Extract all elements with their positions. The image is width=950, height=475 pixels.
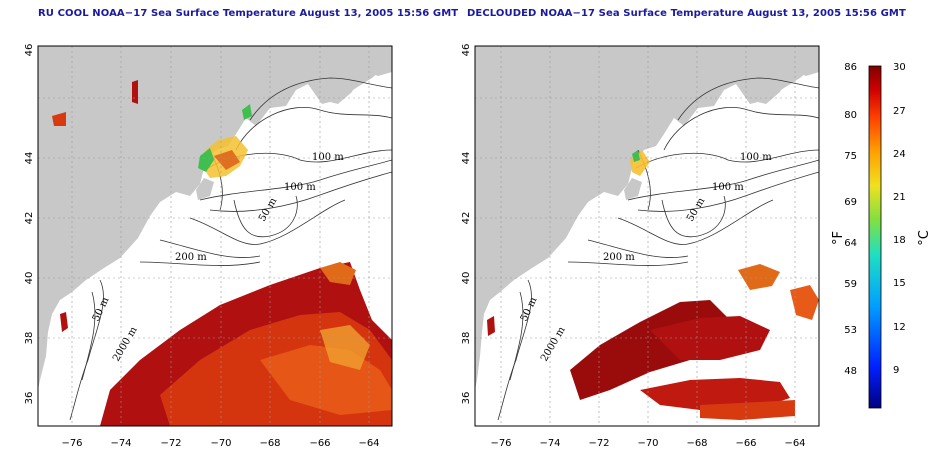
x-tick: −70	[210, 438, 231, 449]
x-axis-right: −76 −74 −72 −70 −68 −66 −64	[490, 438, 805, 449]
x-tick: −76	[490, 438, 511, 449]
contour-label: 100 m	[312, 152, 344, 163]
graticule-left	[38, 46, 392, 426]
y-tick: 40	[24, 272, 35, 285]
map-panel-left: 100 m 100 m 50 m 200 m 50 m 2000 m −76 −…	[24, 44, 393, 449]
x-tick: −64	[784, 438, 805, 449]
f-tick: 69	[844, 197, 857, 208]
colorbar-f-ticks: 86 80 75 69 64 59 53 48	[844, 62, 857, 377]
colorbar: 86 80 75 69 64 59 53 48 30 27 24 21 18 1…	[831, 62, 932, 409]
sst-field-right	[487, 150, 819, 420]
c-tick: 18	[893, 235, 906, 246]
y-tick: 44	[24, 152, 35, 165]
graticule-right	[475, 46, 819, 426]
y-tick: 40	[461, 272, 472, 285]
sst-field-left	[52, 80, 392, 426]
c-tick: 9	[893, 365, 899, 376]
x-tick: −66	[309, 438, 330, 449]
f-tick: 64	[844, 238, 857, 249]
f-tick: 53	[844, 325, 857, 336]
x-axis-left: −76 −74 −72 −70 −68 −66 −64	[61, 438, 379, 449]
c-tick: 24	[893, 149, 906, 160]
contour-label: 100 m	[284, 182, 316, 193]
map-title-right: DECLOUDED NOAA−17 Sea Surface Temperatur…	[467, 8, 906, 19]
x-tick: −72	[588, 438, 609, 449]
x-tick: −72	[160, 438, 181, 449]
fahrenheit-unit-label: °F	[831, 231, 846, 245]
y-tick: 44	[461, 152, 472, 165]
map-title-left: RU COOL NOAA−17 Sea Surface Temperature …	[38, 8, 459, 19]
map-panel-right: 100 m 100 m 50 m 200 m 50 m 2000 m −76 −…	[461, 44, 820, 449]
c-tick: 15	[893, 278, 906, 289]
x-tick: −70	[637, 438, 658, 449]
x-tick: −68	[686, 438, 707, 449]
x-tick: −66	[735, 438, 756, 449]
x-tick: −68	[259, 438, 280, 449]
x-tick: −74	[110, 438, 131, 449]
contour-label: 100 m	[712, 182, 744, 193]
contour-label: 200 m	[603, 252, 635, 263]
f-tick: 86	[844, 62, 857, 73]
y-tick: 36	[461, 392, 472, 405]
land-mass	[38, 46, 392, 390]
y-tick: 36	[24, 392, 35, 405]
contour-label: 200 m	[175, 252, 207, 263]
y-tick: 38	[24, 332, 35, 345]
y-axis-right: 36 38 40 42 44 46	[461, 44, 472, 405]
y-tick: 38	[461, 332, 472, 345]
c-tick: 21	[893, 192, 906, 203]
f-tick: 59	[844, 279, 857, 290]
y-tick: 46	[461, 44, 472, 57]
f-tick: 48	[844, 366, 857, 377]
y-tick: 42	[461, 212, 472, 225]
y-tick: 46	[24, 44, 35, 57]
colorbar-c-ticks: 30 27 24 21 18 15 12 9	[893, 62, 906, 376]
nova-scotia	[308, 60, 386, 104]
x-tick: −76	[61, 438, 82, 449]
x-tick: −64	[358, 438, 379, 449]
bathymetry-contours	[69, 77, 392, 421]
x-tick: −74	[539, 438, 560, 449]
celsius-unit-label: °C	[917, 230, 932, 246]
y-axis-left: 36 38 40 42 44 46	[24, 44, 35, 405]
bathymetry-contours	[497, 77, 819, 421]
contour-label: 100 m	[740, 152, 772, 163]
f-tick: 75	[844, 151, 857, 162]
c-tick: 12	[893, 322, 906, 333]
c-tick: 27	[893, 106, 906, 117]
c-tick: 30	[893, 62, 906, 73]
colorbar-gradient	[868, 65, 882, 409]
f-tick: 80	[844, 110, 857, 121]
land-mass	[475, 46, 819, 390]
y-tick: 42	[24, 212, 35, 225]
